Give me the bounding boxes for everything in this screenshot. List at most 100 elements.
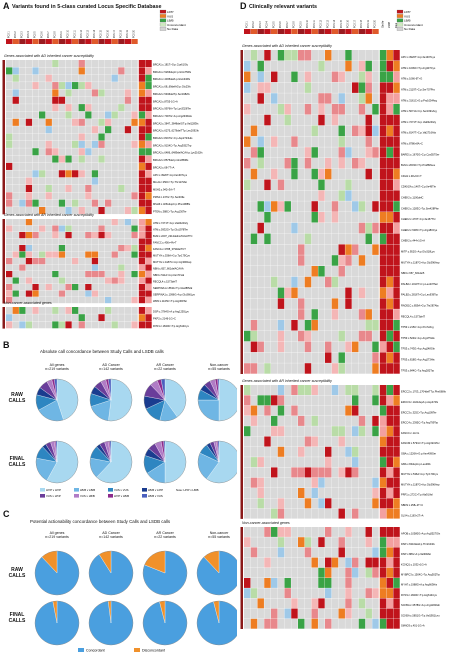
heatmap-cell <box>12 219 19 226</box>
heatmap-cell <box>304 212 312 223</box>
heatmap-cell <box>331 477 339 488</box>
heatmap-cell <box>105 245 112 252</box>
pie-outline <box>143 378 187 422</box>
heatmap-cell <box>284 190 291 201</box>
heatmap-cell <box>131 140 138 148</box>
heatmap-cell <box>304 276 312 288</box>
header-stripe-cell <box>6 39 13 44</box>
heatmap-cell <box>311 71 318 83</box>
variant-label: CHEK2:c.470T>C:p.Ile157Thr <box>401 217 436 221</box>
pie-outline <box>142 550 188 596</box>
heatmap-cell <box>52 82 59 90</box>
heatmap-cell <box>284 82 291 93</box>
heatmap-cell <box>358 212 366 223</box>
heatmap-cell <box>105 133 112 141</box>
heatmap-cell <box>358 125 366 137</box>
heatmap-cell <box>45 321 52 329</box>
legend-label: LB/B <box>404 19 411 23</box>
call-cell <box>379 60 387 72</box>
heatmap-cell <box>271 477 278 488</box>
heatmap-cell <box>105 238 112 245</box>
heatmap-cell <box>25 271 33 278</box>
call-cell <box>379 147 387 158</box>
heatmap-cell <box>131 133 138 141</box>
call-cell <box>393 618 400 629</box>
heatmap-cell <box>45 60 52 68</box>
heatmap-cell <box>124 133 132 141</box>
column-header: PCS 10 <box>68 29 70 38</box>
heatmap-cell <box>45 271 52 278</box>
heatmap-cell <box>358 287 366 299</box>
heatmap-cell <box>19 232 26 239</box>
legend-swatch <box>396 18 404 23</box>
heatmap-cell <box>39 264 46 271</box>
heatmap-cell <box>6 140 13 148</box>
heatmap-cell <box>284 212 291 223</box>
variant-label: GBA:c.84dupG:p.Leu29fs <box>401 462 431 466</box>
heatmap-cell <box>85 245 92 252</box>
heatmap-cell <box>6 162 13 170</box>
heatmap-cell <box>277 618 285 629</box>
heatmap-cell <box>78 245 85 252</box>
variant-label: CDH1:c.48+6C>T <box>401 174 422 178</box>
heatmap-cell <box>271 527 278 537</box>
heatmap-cell <box>65 155 72 163</box>
heatmap-cell <box>372 527 379 537</box>
heatmap-cell <box>72 126 79 134</box>
call-cell <box>379 266 387 277</box>
heatmap-cell <box>72 277 79 284</box>
heatmap-cell <box>19 271 26 278</box>
heatmap-cell <box>19 104 26 112</box>
heatmap-cell <box>52 297 59 304</box>
heatmap-cell <box>250 446 258 457</box>
call-cell <box>138 199 146 207</box>
heatmap-cell <box>91 314 99 322</box>
variant-label: SERPINA1:c.863A>T:p.Glu288Val <box>153 286 193 290</box>
heatmap-cell <box>250 395 258 406</box>
call-cell <box>379 363 387 374</box>
heatmap-cell <box>365 125 372 137</box>
heatmap-cell <box>358 395 366 406</box>
call-cell <box>393 104 400 115</box>
heatmap-cell <box>250 179 258 191</box>
heatmap-cell <box>298 405 305 416</box>
heatmap-cell <box>131 297 138 304</box>
heatmap-cell <box>6 297 13 304</box>
heatmap-cell <box>19 133 26 141</box>
heatmap-cell <box>250 212 258 223</box>
heatmap-cell <box>52 74 59 82</box>
heatmap-cell <box>311 537 318 548</box>
heatmap-cell <box>12 111 19 119</box>
heatmap-cell <box>352 255 359 266</box>
heatmap-cell <box>331 222 339 234</box>
variant-label: FANCM:c.5791C>T:p.Arg1931Ter <box>401 441 440 445</box>
heatmap-cell <box>304 547 312 558</box>
column-header: PCS 1 <box>8 31 10 38</box>
heatmap-cell <box>58 104 66 112</box>
call-cell <box>393 446 400 457</box>
heatmap-cell <box>124 67 132 75</box>
heatmap-cell <box>271 405 278 416</box>
heatmap-cell <box>98 284 105 291</box>
heatmap-cell <box>318 488 325 498</box>
heatmap-cell <box>291 385 298 395</box>
heatmap-cell <box>72 140 79 148</box>
heatmap-cell <box>271 537 278 548</box>
heatmap-cell <box>85 297 92 304</box>
heatmap-cell <box>91 140 99 148</box>
heatmap-cell <box>277 405 285 416</box>
call-cell <box>379 125 387 137</box>
heatmap-cell <box>358 147 366 158</box>
heatmap-cell <box>304 477 312 488</box>
heatmap-cell <box>352 168 359 180</box>
heatmap-cell <box>131 314 138 322</box>
heatmap-cell <box>298 212 305 223</box>
heatmap-cell <box>284 287 291 299</box>
heatmap-cell <box>85 271 92 278</box>
heatmap-cell <box>345 498 352 509</box>
heatmap-cell <box>372 244 379 255</box>
heatmap-cell <box>250 201 258 212</box>
variant-label: SBDS:c.258+2T>C <box>401 503 423 507</box>
heatmap-cell <box>318 467 325 478</box>
heatmap-cell <box>25 60 33 68</box>
